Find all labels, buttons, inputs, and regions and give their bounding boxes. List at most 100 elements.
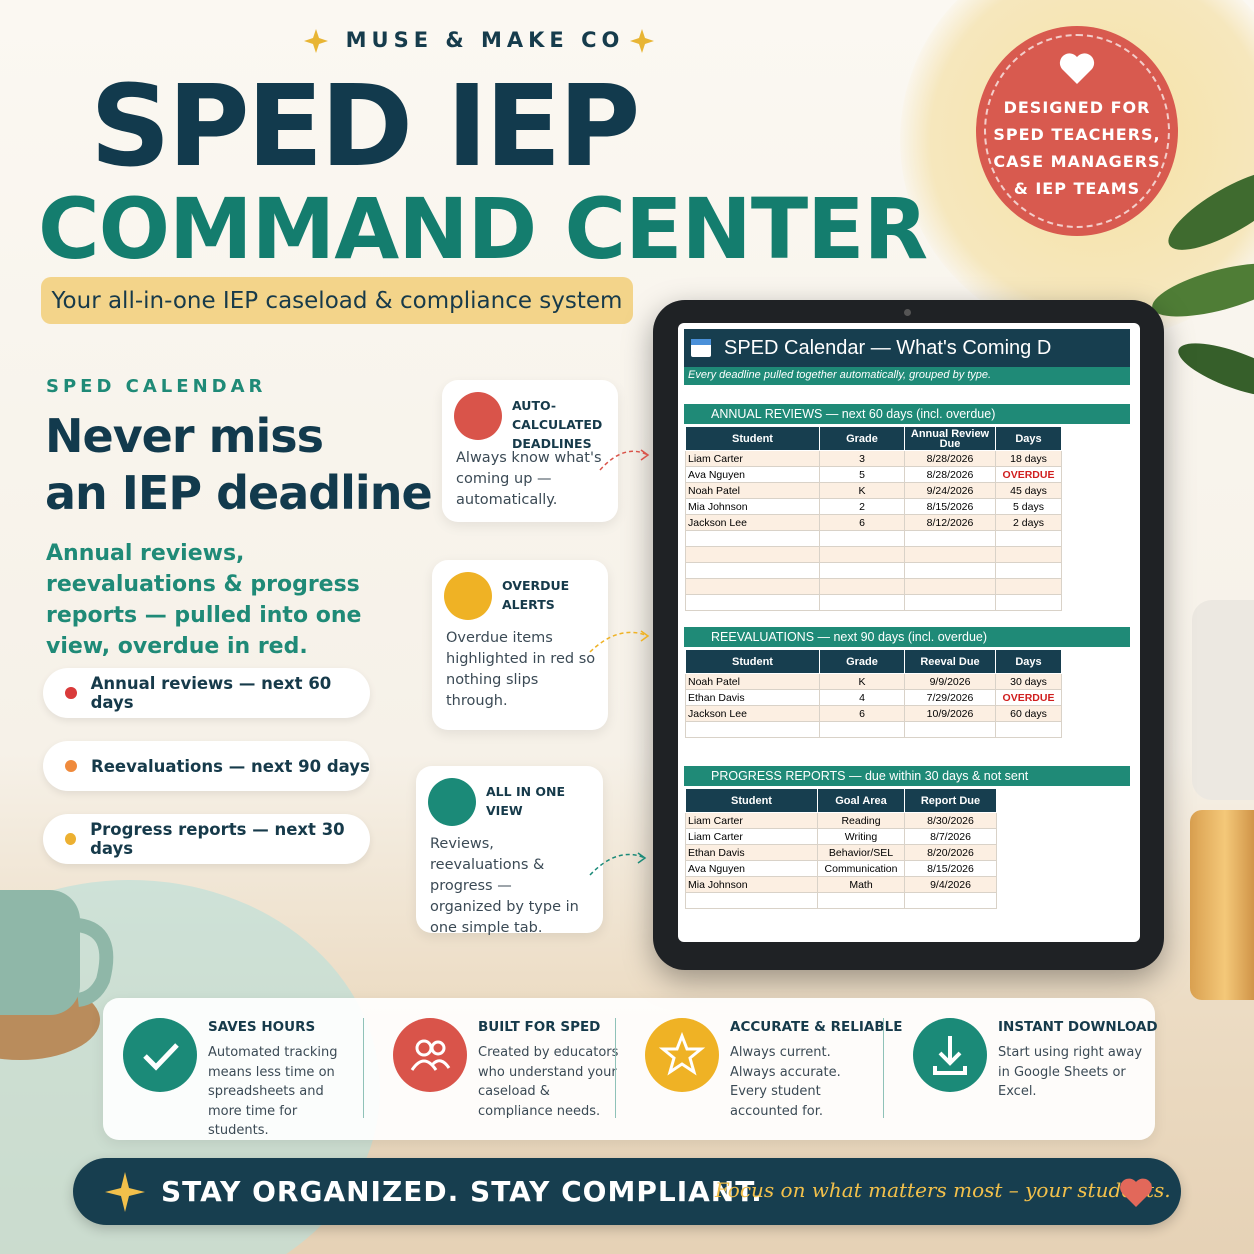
cell: 8/20/2026 xyxy=(904,844,997,861)
cell: Math xyxy=(817,876,905,893)
cell: OVERDUE xyxy=(995,466,1062,483)
cell: 6 xyxy=(819,705,905,722)
column-header: Days xyxy=(995,426,1062,451)
cell: Reading xyxy=(817,812,905,829)
cell: 10/9/2026 xyxy=(904,705,996,722)
cell: Liam Carter xyxy=(685,828,818,845)
cell: Mia Johnson xyxy=(685,498,820,515)
callout-icon xyxy=(428,778,476,826)
brand: MUSE & MAKE CO xyxy=(345,28,625,52)
empty-row xyxy=(685,892,997,909)
callout: OVERDUE ALERTS Overdue items highlighted … xyxy=(432,560,608,730)
spreadsheet: SPED Calendar — What's Coming D Every de… xyxy=(678,323,1140,942)
title: COMMAND CENTER xyxy=(38,180,928,278)
dot xyxy=(65,687,77,699)
cell: 3 xyxy=(819,450,905,467)
cell: 8/15/2026 xyxy=(904,860,997,877)
empty-cell xyxy=(904,594,996,611)
row: Jackson Lee 6 8/12/2026 2 days xyxy=(685,514,1062,531)
empty-cell xyxy=(995,594,1062,611)
column-header: Reeval Due xyxy=(904,649,996,674)
column-header: Annual Review Due xyxy=(904,426,996,451)
feature-title: ACCURATE & RELIABLE xyxy=(730,1019,903,1035)
pill-text: Reevaluations — next 90 days xyxy=(91,756,370,776)
empty-cell xyxy=(904,530,996,547)
pill-text: Progress reports — next 30 days xyxy=(90,820,345,858)
empty-cell xyxy=(819,562,905,579)
feature-title: BUILT FOR SPED xyxy=(478,1019,601,1035)
data-table: Student Goal Area Report Due Liam Carter Rea… xyxy=(685,788,997,909)
column-header: Student xyxy=(685,788,818,813)
empty-cell xyxy=(904,721,996,738)
cell: 2 xyxy=(819,498,905,515)
callout-body: Always know what's coming up — automatic… xyxy=(456,450,602,508)
column-header: Goal Area xyxy=(817,788,905,813)
cell: 8/28/2026 xyxy=(904,466,996,483)
empty-row xyxy=(685,578,1062,595)
cell: Jackson Lee xyxy=(685,514,820,531)
data-table: Student Grade Annual Review Due Days Liam Ca… xyxy=(685,426,1062,611)
sparkles xyxy=(304,29,654,53)
empty-row xyxy=(685,721,1062,738)
sheet-title: SPED Calendar — What's Coming D xyxy=(684,329,1130,367)
dot xyxy=(65,760,77,772)
feature: SAVES HOURS Automated tracking means less… xyxy=(103,998,363,1140)
empty-cell xyxy=(904,562,996,579)
feature: INSTANT DOWNLOAD Start using right away i… xyxy=(893,998,1158,1140)
empty-cell xyxy=(819,546,905,563)
pot xyxy=(1192,600,1254,800)
pill: Reevaluations — next 90 days xyxy=(43,741,370,791)
empty-cell xyxy=(995,721,1062,738)
empty-cell xyxy=(685,578,820,595)
feature: BUILT FOR SPED Created by educators who u… xyxy=(373,998,633,1140)
header-row: Student Grade Reeval Due Days xyxy=(685,649,1062,674)
empty-cell xyxy=(685,721,820,738)
cell: Behavior/SEL xyxy=(817,844,905,861)
empty-cell xyxy=(904,578,996,595)
callout-body: Overdue items highlighted in red so noth… xyxy=(446,630,596,709)
candle xyxy=(1190,810,1254,1000)
cell: Communication xyxy=(817,860,905,877)
empty-cell xyxy=(904,892,997,909)
cell: Writing xyxy=(817,828,905,845)
callout: ALL IN ONE VIEW Reviews, reevaluations & … xyxy=(416,766,603,936)
callout-icon xyxy=(444,572,492,620)
tagline: Your all-in-one IEP caseload & complianc… xyxy=(41,277,633,324)
cell: Ethan Davis xyxy=(685,689,820,706)
empty-row xyxy=(685,530,1062,547)
cell: 45 days xyxy=(995,482,1062,499)
column-header: Grade xyxy=(819,426,905,451)
cell: 8/12/2026 xyxy=(904,514,996,531)
callout-icon xyxy=(454,392,502,440)
cell: 4 xyxy=(819,689,905,706)
row: Noah Patel K 9/24/2026 45 days xyxy=(685,482,1062,499)
cell: 2 days xyxy=(995,514,1062,531)
pill: Annual reviews — next 60 days xyxy=(43,668,370,718)
callout-title: OVERDUE ALERTS xyxy=(502,578,570,612)
cell: Noah Patel xyxy=(685,673,820,690)
cell: 8/15/2026 xyxy=(904,498,996,515)
feature-bar: SAVES HOURS Automated tracking means less… xyxy=(103,998,1158,1140)
headline-line: Never miss xyxy=(45,409,324,463)
camera xyxy=(904,309,911,316)
cell: Liam Carter xyxy=(685,450,820,467)
cell: 8/7/2026 xyxy=(904,828,997,845)
cell: Ethan Davis xyxy=(685,844,818,861)
cell: Ava Nguyen xyxy=(685,860,818,877)
subhead: Annual reviews, reevaluations & progress… xyxy=(46,541,362,659)
sparkle-icon xyxy=(105,1172,145,1212)
row: Ava Nguyen Communication 8/15/2026 xyxy=(685,860,997,877)
mug xyxy=(0,890,114,1060)
heart-icon xyxy=(1059,53,1095,84)
cell: 7/29/2026 xyxy=(904,689,996,706)
feature: ACCURATE & RELIABLE Always current. Alway… xyxy=(625,998,902,1140)
empty-cell xyxy=(995,578,1062,595)
feature-icon xyxy=(393,1018,467,1092)
row: Liam Carter Writing 8/7/2026 xyxy=(685,828,997,845)
separator xyxy=(363,1018,364,1118)
empty-cell xyxy=(817,892,905,909)
icon xyxy=(410,1039,451,1071)
header-row: Student Grade Annual Review Due Days xyxy=(685,426,1062,451)
feature-body: Start using right away in Google Sheets … xyxy=(998,1045,1143,1099)
